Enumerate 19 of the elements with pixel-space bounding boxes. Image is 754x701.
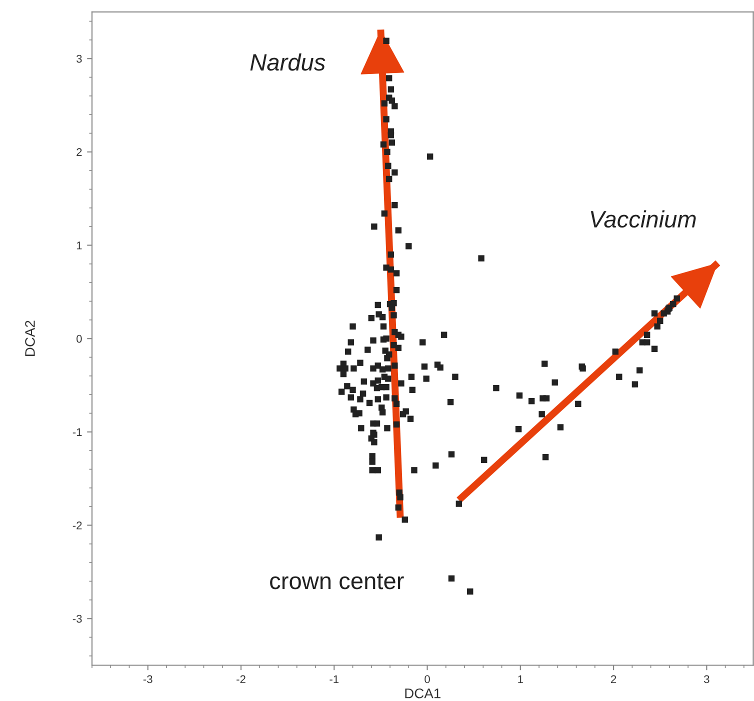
- y-tick-label: -3: [72, 614, 82, 623]
- y-tick-label: -1: [72, 428, 82, 436]
- legend-label: Nardus: [250, 53, 326, 71]
- x-tick-label: -2: [236, 675, 246, 684]
- x-tick-label: 3: [704, 675, 710, 684]
- y-tick-label: 3: [76, 54, 82, 63]
- x-tick-label: 0: [424, 675, 430, 684]
- x-tick-label: 2: [611, 675, 616, 684]
- series-label: Vaccinium: [590, 210, 696, 228]
- x-tick-label: -1: [330, 675, 339, 684]
- x-tick-label: 1: [518, 675, 523, 684]
- y-axis-title: DCA2: [25, 320, 35, 356]
- annotation: crown center: [270, 574, 404, 590]
- x-axis-title: DCA1: [405, 688, 440, 698]
- y-tick-label: 0: [76, 334, 82, 343]
- x-tick-label: -3: [143, 675, 152, 684]
- y-tick-label: 2: [76, 148, 82, 156]
- y-tick-label: -2: [72, 522, 82, 530]
- y-tick-label: 1: [76, 242, 82, 250]
